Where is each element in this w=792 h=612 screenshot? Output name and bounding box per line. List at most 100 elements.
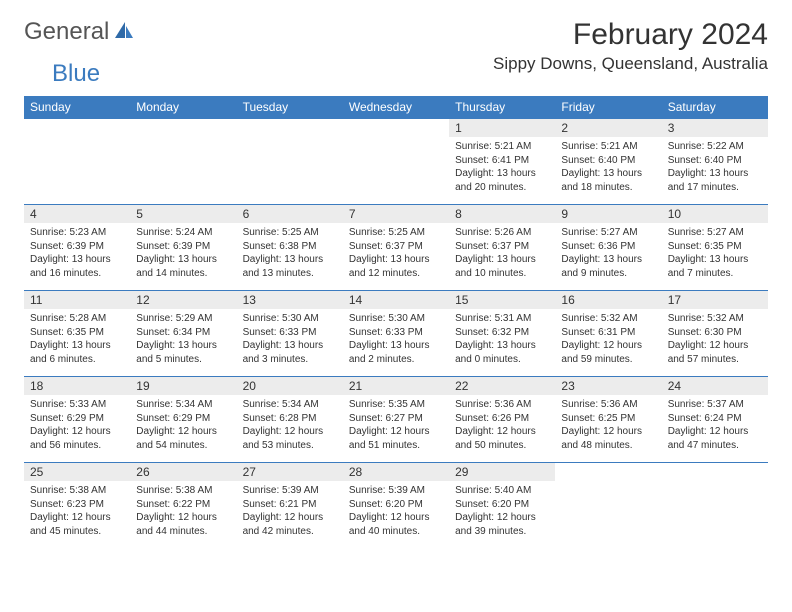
day-details: Sunrise: 5:37 AMSunset: 6:24 PMDaylight:… <box>662 395 768 456</box>
day-number: 13 <box>237 291 343 309</box>
sunrise-label: Sunrise: <box>455 227 492 238</box>
sunrise-label: Sunrise: <box>243 485 280 496</box>
location-label: Sippy Downs, Queensland, Australia <box>493 54 768 74</box>
daylight-label: Daylight: <box>136 426 175 437</box>
day-cell: 26Sunrise: 5:38 AMSunset: 6:22 PMDayligh… <box>130 463 236 549</box>
day-number: 22 <box>449 377 555 395</box>
day-cell: 4Sunrise: 5:23 AMSunset: 6:39 PMDaylight… <box>24 205 130 291</box>
sunrise-value: 5:34 AM <box>176 399 213 410</box>
daylight-label: Daylight: <box>30 512 69 523</box>
day-cell: 1Sunrise: 5:21 AMSunset: 6:41 PMDaylight… <box>449 119 555 205</box>
sunrise-value: 5:27 AM <box>601 227 638 238</box>
daylight-label: Daylight: <box>243 512 282 523</box>
week-row: 11Sunrise: 5:28 AMSunset: 6:35 PMDayligh… <box>24 291 768 377</box>
sunset-value: 6:37 PM <box>492 241 529 252</box>
day-cell: 13Sunrise: 5:30 AMSunset: 6:33 PMDayligh… <box>237 291 343 377</box>
day-details: Sunrise: 5:21 AMSunset: 6:41 PMDaylight:… <box>449 137 555 198</box>
sunset-value: 6:25 PM <box>598 413 635 424</box>
sunrise-label: Sunrise: <box>30 485 67 496</box>
sunrise-label: Sunrise: <box>136 485 173 496</box>
day-details: Sunrise: 5:26 AMSunset: 6:37 PMDaylight:… <box>449 223 555 284</box>
sunrise-value: 5:22 AM <box>707 141 744 152</box>
sunrise-value: 5:21 AM <box>495 141 532 152</box>
day-details: Sunrise: 5:30 AMSunset: 6:33 PMDaylight:… <box>237 309 343 370</box>
sunrise-value: 5:34 AM <box>282 399 319 410</box>
day-number: 26 <box>130 463 236 481</box>
sunset-label: Sunset: <box>30 499 64 510</box>
sunrise-label: Sunrise: <box>561 399 598 410</box>
sunset-label: Sunset: <box>561 413 595 424</box>
day-number: 9 <box>555 205 661 223</box>
day-number: 4 <box>24 205 130 223</box>
day-number: 29 <box>449 463 555 481</box>
sunset-value: 6:37 PM <box>386 241 423 252</box>
day-number: 23 <box>555 377 661 395</box>
day-cell <box>343 119 449 205</box>
daylight-label: Daylight: <box>561 340 600 351</box>
daylight-label: Daylight: <box>668 168 707 179</box>
sunrise-value: 5:30 AM <box>388 313 425 324</box>
title-block: February 2024 Sippy Downs, Queensland, A… <box>493 18 768 74</box>
day-number: 25 <box>24 463 130 481</box>
sunrise-label: Sunrise: <box>349 313 386 324</box>
day-details: Sunrise: 5:34 AMSunset: 6:29 PMDaylight:… <box>130 395 236 456</box>
daylight-label: Daylight: <box>455 254 494 265</box>
sunset-label: Sunset: <box>455 155 489 166</box>
sunrise-label: Sunrise: <box>136 313 173 324</box>
sunrise-value: 5:35 AM <box>388 399 425 410</box>
day-cell <box>130 119 236 205</box>
sunset-value: 6:29 PM <box>67 413 104 424</box>
day-number: 16 <box>555 291 661 309</box>
sunrise-label: Sunrise: <box>668 141 705 152</box>
day-cell: 12Sunrise: 5:29 AMSunset: 6:34 PMDayligh… <box>130 291 236 377</box>
sunset-label: Sunset: <box>561 155 595 166</box>
sunset-label: Sunset: <box>668 241 702 252</box>
day-cell <box>555 463 661 549</box>
day-number: 21 <box>343 377 449 395</box>
sunrise-value: 5:32 AM <box>601 313 638 324</box>
daylight-label: Daylight: <box>136 340 175 351</box>
sunrise-label: Sunrise: <box>349 485 386 496</box>
day-number: 24 <box>662 377 768 395</box>
day-details: Sunrise: 5:21 AMSunset: 6:40 PMDaylight:… <box>555 137 661 198</box>
sunrise-value: 5:40 AM <box>495 485 532 496</box>
day-number: 18 <box>24 377 130 395</box>
day-cell: 16Sunrise: 5:32 AMSunset: 6:31 PMDayligh… <box>555 291 661 377</box>
day-header: Wednesday <box>343 96 449 119</box>
sunrise-label: Sunrise: <box>30 313 67 324</box>
day-details: Sunrise: 5:38 AMSunset: 6:22 PMDaylight:… <box>130 481 236 542</box>
sunset-label: Sunset: <box>668 155 702 166</box>
sunset-label: Sunset: <box>136 499 170 510</box>
day-cell: 28Sunrise: 5:39 AMSunset: 6:20 PMDayligh… <box>343 463 449 549</box>
sunrise-value: 5:25 AM <box>388 227 425 238</box>
sunset-label: Sunset: <box>30 241 64 252</box>
sunset-label: Sunset: <box>243 413 277 424</box>
sunset-label: Sunset: <box>455 413 489 424</box>
sunrise-label: Sunrise: <box>561 227 598 238</box>
daylight-label: Daylight: <box>668 340 707 351</box>
daylight-label: Daylight: <box>561 426 600 437</box>
sunset-value: 6:40 PM <box>598 155 635 166</box>
day-cell: 2Sunrise: 5:21 AMSunset: 6:40 PMDaylight… <box>555 119 661 205</box>
sunset-label: Sunset: <box>243 327 277 338</box>
week-row: 4Sunrise: 5:23 AMSunset: 6:39 PMDaylight… <box>24 205 768 291</box>
day-cell: 20Sunrise: 5:34 AMSunset: 6:28 PMDayligh… <box>237 377 343 463</box>
daylight-label: Daylight: <box>561 254 600 265</box>
sunset-label: Sunset: <box>349 413 383 424</box>
sunset-value: 6:21 PM <box>279 499 316 510</box>
sunset-value: 6:29 PM <box>173 413 210 424</box>
sunrise-value: 5:39 AM <box>388 485 425 496</box>
day-cell: 8Sunrise: 5:26 AMSunset: 6:37 PMDaylight… <box>449 205 555 291</box>
day-details: Sunrise: 5:40 AMSunset: 6:20 PMDaylight:… <box>449 481 555 542</box>
day-header: Saturday <box>662 96 768 119</box>
week-row: 1Sunrise: 5:21 AMSunset: 6:41 PMDaylight… <box>24 119 768 205</box>
sunrise-label: Sunrise: <box>455 313 492 324</box>
sunset-value: 6:31 PM <box>598 327 635 338</box>
sunrise-label: Sunrise: <box>30 227 67 238</box>
day-details: Sunrise: 5:38 AMSunset: 6:23 PMDaylight:… <box>24 481 130 542</box>
sunrise-value: 5:36 AM <box>601 399 638 410</box>
sunrise-label: Sunrise: <box>455 485 492 496</box>
sunrise-value: 5:37 AM <box>707 399 744 410</box>
day-header: Tuesday <box>237 96 343 119</box>
day-number: 15 <box>449 291 555 309</box>
